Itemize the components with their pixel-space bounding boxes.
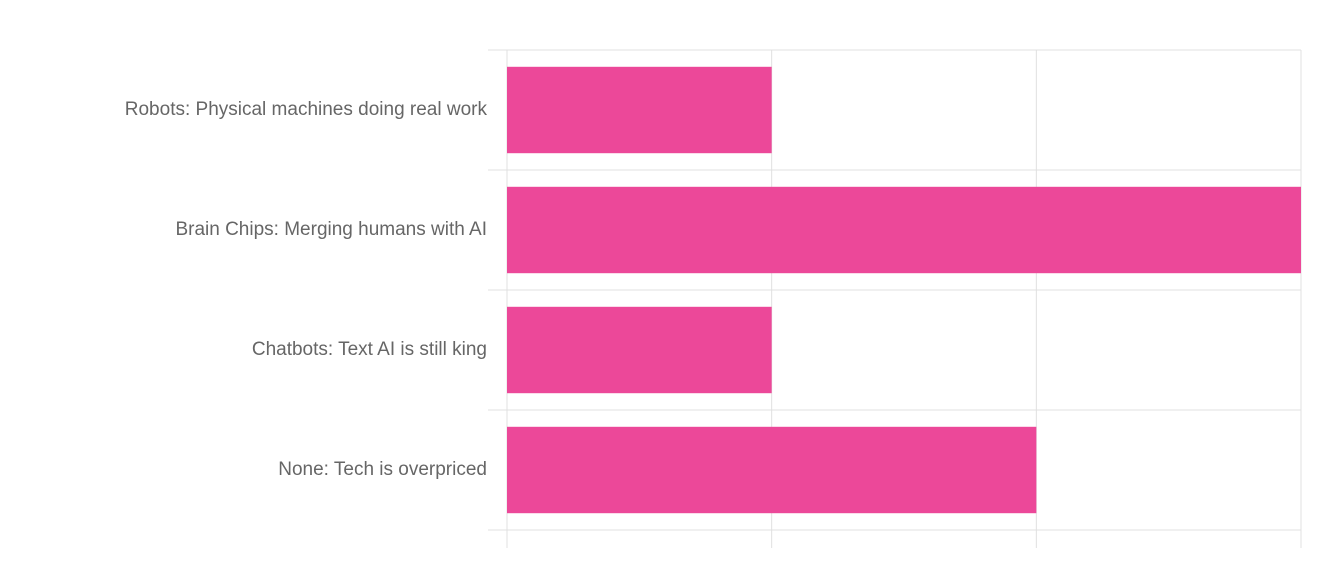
- bar: [507, 426, 1037, 514]
- bar: [507, 306, 772, 394]
- bar: [507, 66, 772, 154]
- y-tick-label: Robots: Physical machines doing real wor…: [125, 99, 488, 120]
- y-tick-label: Chatbots: Text AI is still king: [252, 339, 487, 360]
- y-tick-label: None: Tech is overpriced: [278, 459, 487, 480]
- bar: [507, 186, 1301, 274]
- y-tick-label: Brain Chips: Merging humans with AI: [175, 219, 487, 240]
